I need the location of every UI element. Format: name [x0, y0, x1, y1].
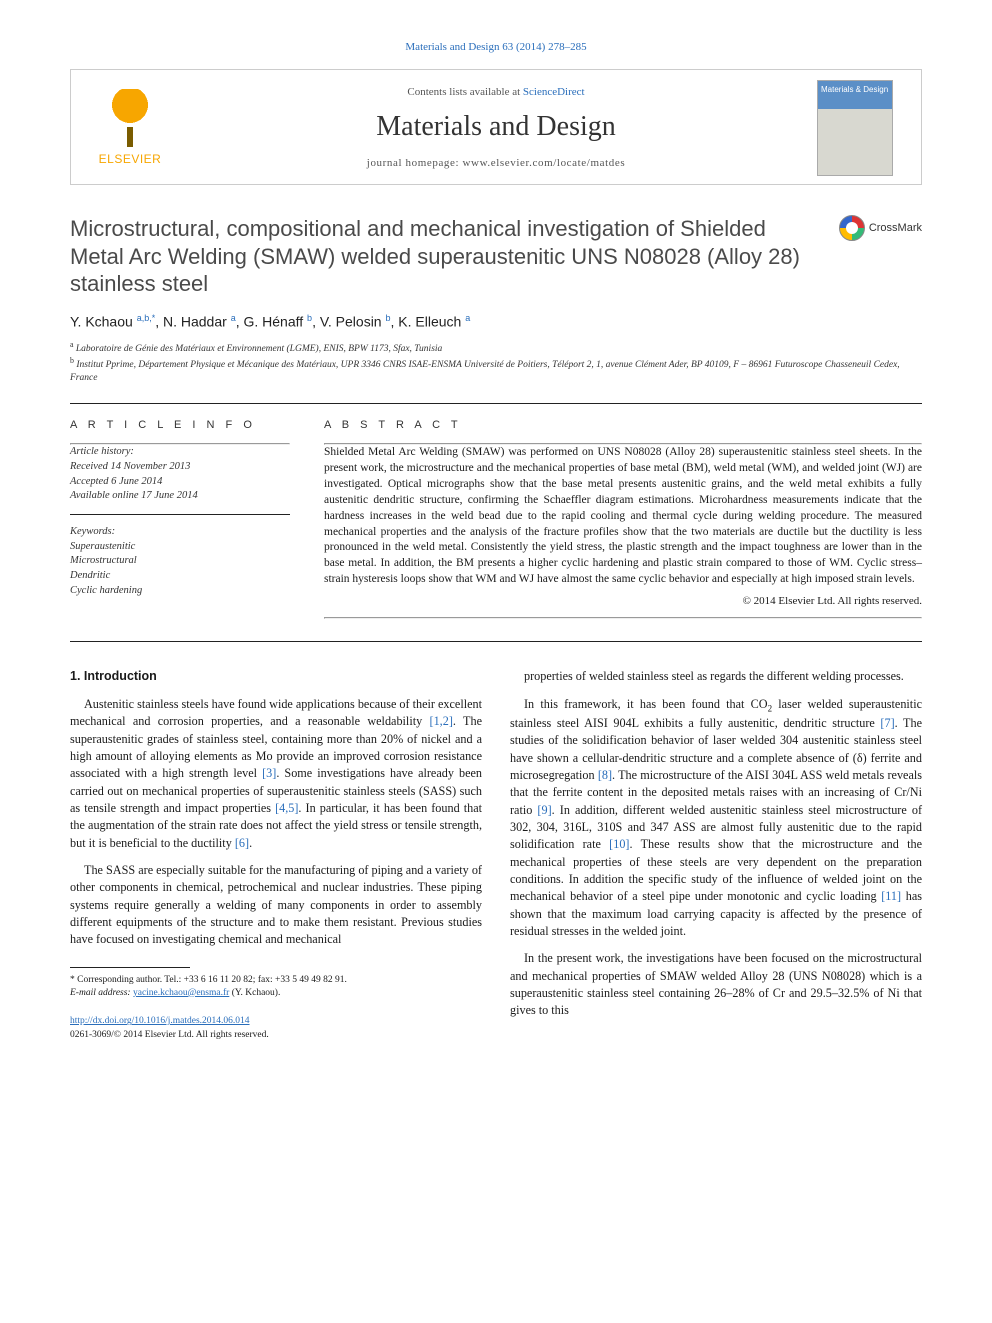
abstract-column: A B S T R A C T Shielded Metal Arc Weldi… — [324, 418, 922, 620]
homepage-url: www.elsevier.com/locate/matdes — [463, 157, 626, 169]
article-title: Microstructural, compositional and mecha… — [70, 215, 823, 298]
publisher-logo: ELSEVIER — [85, 89, 175, 168]
keyword: Dendritic — [70, 569, 290, 584]
corresponding-email-line: E-mail address: yacine.kchaou@ensma.fr (… — [70, 987, 482, 1000]
email-attr: (Y. Kchaou). — [229, 988, 280, 998]
affiliation-b: b Institut Pprime, Département Physique … — [70, 356, 922, 385]
divider — [70, 641, 922, 642]
footnote-rule — [70, 967, 190, 968]
keyword: Superaustenitic — [70, 540, 290, 555]
elsevier-tree-icon — [100, 89, 160, 149]
corresponding-author-note: * Corresponding author. Tel.: +33 6 16 1… — [70, 974, 482, 987]
email-link[interactable]: yacine.kchaou@ensma.fr — [133, 988, 229, 998]
article-info-head: A R T I C L E I N F O — [70, 418, 290, 433]
paragraph: In this framework, it has been found tha… — [510, 696, 922, 940]
text-run: Austenitic stainless steels have found w… — [70, 697, 482, 728]
contents-available-line: Contents lists available at ScienceDirec… — [187, 85, 805, 100]
journal-name: Materials and Design — [187, 107, 805, 146]
affiliations: a Laboratoire de Génie des Matériaux et … — [70, 340, 922, 385]
text-run: In this framework, it has been found tha… — [524, 697, 768, 711]
abstract-text: Shielded Metal Arc Welding (SMAW) was pe… — [324, 445, 922, 588]
history-received: Received 14 November 2013 — [70, 460, 290, 475]
abstract-copyright: © 2014 Elsevier Ltd. All rights reserved… — [324, 594, 922, 609]
paragraph: Austenitic stainless steels have found w… — [70, 696, 482, 852]
journal-cover-thumbnail: Materials & Design — [817, 80, 893, 176]
keyword: Microstructural — [70, 554, 290, 569]
citation-link[interactable]: [4,5] — [275, 801, 298, 815]
publisher-name: ELSEVIER — [85, 151, 175, 168]
paragraph: In the present work, the investigations … — [510, 950, 922, 1019]
footnotes: * Corresponding author. Tel.: +33 6 16 1… — [70, 974, 482, 1000]
author-list: Y. Kchaou a,b,*, N. Haddar a, G. Hénaff … — [70, 312, 922, 332]
crossmark-icon — [839, 215, 865, 241]
crossmark-widget[interactable]: CrossMark — [839, 215, 922, 241]
citation-link[interactable]: [9] — [537, 803, 551, 817]
keyword: Cyclic hardening — [70, 584, 290, 599]
section-heading-introduction: 1. Introduction — [70, 668, 482, 686]
citation-link[interactable]: [3] — [262, 766, 276, 780]
top-citation: Materials and Design 63 (2014) 278–285 — [70, 40, 922, 55]
paragraph: properties of welded stainless steel as … — [510, 668, 922, 685]
citation-link[interactable]: [8] — [598, 768, 612, 782]
doi-link[interactable]: http://dx.doi.org/10.1016/j.matdes.2014.… — [70, 1016, 250, 1026]
homepage-prefix: journal homepage: — [367, 157, 463, 169]
masthead: ELSEVIER Contents lists available at Sci… — [70, 69, 922, 185]
issn-copyright: 0261-3069/© 2014 Elsevier Ltd. All right… — [70, 1029, 482, 1042]
sciencedirect-link[interactable]: ScienceDirect — [523, 86, 585, 98]
citation-link[interactable]: [6] — [235, 836, 249, 850]
citation-link[interactable]: [1,2] — [430, 714, 453, 728]
citation-link[interactable]: [11] — [881, 889, 901, 903]
citation-link[interactable]: [10] — [609, 837, 629, 851]
history-label: Article history: — [70, 445, 290, 460]
journal-homepage-line: journal homepage: www.elsevier.com/locat… — [187, 156, 805, 171]
affiliation-a: a Laboratoire de Génie des Matériaux et … — [70, 340, 922, 356]
history-online: Available online 17 June 2014 — [70, 489, 290, 504]
abstract-head: A B S T R A C T — [324, 418, 922, 433]
text-run: . — [249, 836, 252, 850]
paragraph: The SASS are especially suitable for the… — [70, 862, 482, 949]
crossmark-label: CrossMark — [869, 221, 922, 236]
citation-link[interactable]: [7] — [880, 716, 894, 730]
keywords-label: Keywords: — [70, 525, 290, 540]
body-two-column: 1. Introduction Austenitic stainless ste… — [70, 668, 922, 1042]
contents-prefix: Contents lists available at — [407, 86, 522, 98]
article-info-column: A R T I C L E I N F O Article history: R… — [70, 418, 290, 620]
history-accepted: Accepted 6 June 2014 — [70, 475, 290, 490]
email-label: E-mail address: — [70, 988, 133, 998]
footer-block: http://dx.doi.org/10.1016/j.matdes.2014.… — [70, 1015, 482, 1042]
